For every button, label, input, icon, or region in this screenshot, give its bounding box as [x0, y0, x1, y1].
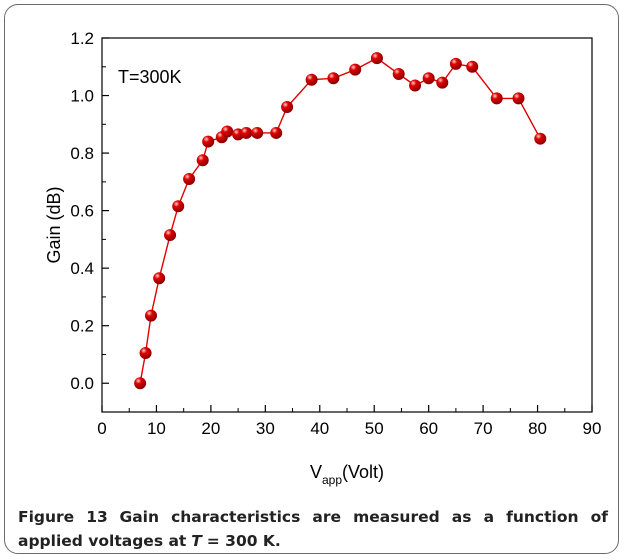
- data-point: [134, 377, 147, 390]
- y-axis-title: Gain (dB): [44, 186, 64, 263]
- x-tick-label: 40: [310, 419, 329, 438]
- data-point: [240, 126, 253, 139]
- data-point: [270, 126, 283, 139]
- gain-chart: 0 10 20 30 40 50 60 70 80 90 0.0 0.2 0.4 0.6 0.8 1.0 1.2…: [44, 29, 601, 487]
- data-point: [145, 309, 157, 322]
- x-tick-label: 60: [419, 419, 438, 438]
- data-point: [183, 172, 196, 185]
- data-point: [139, 347, 152, 360]
- data-point: [251, 126, 264, 139]
- x-axis-title-main: V: [310, 462, 322, 482]
- data-point: [281, 101, 294, 114]
- y-tick-label: 0.6: [70, 202, 94, 221]
- caption-variable: T: [191, 532, 202, 550]
- temperature-annotation: T=300K: [118, 67, 182, 87]
- data-point: [164, 229, 177, 242]
- data-point: [422, 72, 435, 85]
- y-tick-label: 0.0: [70, 374, 94, 393]
- x-tick-label: 10: [147, 419, 166, 438]
- x-axis-title-sub: app: [322, 473, 342, 487]
- axis-ticks: 0 10 20 30 40 50 60 70 80 90 0.0 0.2 0.4 0.6 0.8 1.0 1.2: [70, 29, 601, 438]
- caption-tail: = 300 K.: [206, 532, 281, 550]
- series-markers: [134, 52, 547, 390]
- data-point: [202, 135, 215, 148]
- data-point: [327, 72, 340, 85]
- data-point: [392, 67, 405, 80]
- data-point: [221, 125, 234, 138]
- x-axis-title-rest: (Volt): [342, 462, 384, 482]
- x-tick-label: 20: [201, 419, 220, 438]
- y-tick-label: 1.2: [70, 29, 94, 48]
- y-tick-label: 0.4: [70, 259, 94, 278]
- x-tick-label: 70: [474, 419, 493, 438]
- caption-text: Gain characteristics are measured as a f…: [18, 508, 608, 550]
- data-point: [512, 92, 525, 105]
- data-point: [349, 63, 362, 76]
- x-tick-label: 90: [583, 419, 602, 438]
- data-point: [153, 272, 166, 285]
- y-tick-label: 1.0: [70, 87, 94, 106]
- x-tick-label: 30: [256, 419, 275, 438]
- data-point: [409, 79, 422, 92]
- y-tick-label: 0.2: [70, 317, 94, 336]
- data-point: [449, 57, 462, 70]
- y-tick-label: 0.8: [70, 144, 94, 163]
- data-point: [490, 92, 503, 105]
- x-tick-label: 0: [97, 419, 106, 438]
- x-axis-title: Vapp(Volt): [310, 462, 384, 487]
- data-point: [466, 60, 479, 73]
- data-point: [172, 200, 185, 213]
- data-point: [305, 73, 318, 86]
- data-point: [436, 76, 449, 89]
- series-line: [139, 57, 541, 384]
- caption-figure-number: Figure 13: [18, 508, 108, 526]
- x-tick-label: 80: [528, 419, 547, 438]
- gain-line: [139, 57, 541, 384]
- x-tick-label: 50: [365, 419, 384, 438]
- data-point: [196, 154, 209, 167]
- data-point: [534, 132, 547, 145]
- figure-caption: Figure 13 Gain characteristics are measu…: [18, 505, 608, 553]
- data-point: [370, 52, 383, 65]
